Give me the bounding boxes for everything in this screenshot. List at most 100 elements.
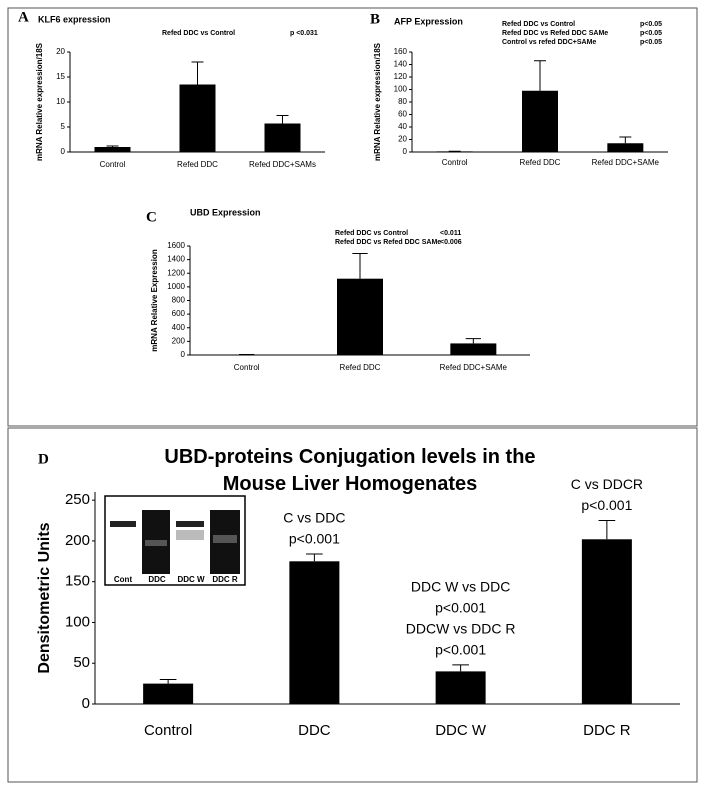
- panel-frame: [7, 427, 698, 783]
- y-tick-label: 200: [172, 336, 186, 345]
- y-tick-label: 0: [61, 147, 66, 156]
- y-tick-label: 120: [394, 72, 408, 81]
- x-tick-label: Refed DDC+SAMe: [592, 158, 660, 167]
- chart-title: UBD Expression: [190, 207, 261, 217]
- y-tick-label: 100: [65, 613, 90, 630]
- y-tick-label: 800: [172, 296, 186, 305]
- error-bar: [352, 252, 368, 279]
- bar: [581, 539, 632, 704]
- bar-annotation: p<0.001: [435, 642, 486, 658]
- error-bar: [191, 61, 204, 85]
- western-blot-inset: [104, 495, 246, 586]
- annotation: Refed DDC vs Control: [502, 21, 575, 28]
- annotation: Refed DDC vs Refed DDC SAMe: [502, 30, 608, 37]
- error-bar: [465, 338, 481, 344]
- y-tick-label: 0: [181, 350, 186, 359]
- bar: [522, 90, 558, 152]
- annotation: Control vs refed DDC+SAMe: [502, 39, 596, 46]
- bar-annotation: C vs DDCR: [571, 476, 643, 492]
- y-tick-label: 160: [394, 47, 408, 56]
- annotation: Refed DDC vs Control: [335, 230, 408, 237]
- y-tick-label: 140: [394, 60, 408, 69]
- x-tick-label: Refed DDC+SAMs: [249, 160, 316, 169]
- bar: [289, 561, 340, 704]
- x-tick-label: Control: [100, 160, 126, 169]
- bar: [264, 123, 301, 152]
- error-bar: [598, 520, 616, 540]
- y-tick-label: 200: [65, 532, 90, 549]
- y-tick-label: 10: [56, 97, 65, 106]
- y-tick-label: 400: [172, 323, 186, 332]
- x-tick-label: Refed DDC: [520, 158, 561, 167]
- x-tick-label: Control: [234, 363, 260, 372]
- y-tick-label: 150: [65, 573, 90, 590]
- inset-label: Cont: [114, 575, 133, 584]
- error-bar: [159, 679, 177, 684]
- bar-annotation: p<0.001: [435, 600, 486, 616]
- bar: [94, 147, 131, 152]
- panel-frame: [7, 7, 698, 427]
- y-axis-label: mRNA Relative expression/18S: [35, 42, 44, 161]
- y-tick-label: 50: [73, 654, 90, 671]
- error-bar: [452, 664, 469, 672]
- y-tick-label: 1200: [167, 268, 185, 277]
- y-axis-label: mRNA Relative Expression: [150, 249, 159, 352]
- annotation: p<0.05: [640, 21, 662, 28]
- x-tick-label: DDC R: [583, 722, 631, 739]
- panel-letter: B: [370, 11, 380, 27]
- annotation: <0.006: [440, 239, 462, 246]
- annotation: p <0.031: [290, 30, 318, 37]
- y-tick-label: 0: [403, 147, 408, 156]
- y-tick-label: 20: [398, 135, 407, 144]
- panel-letter: C: [146, 209, 157, 225]
- y-tick-label: 5: [61, 122, 66, 131]
- bar-annotation: p<0.001: [581, 497, 632, 513]
- annotation: p<0.05: [640, 30, 662, 37]
- y-tick-label: 1000: [167, 282, 185, 291]
- y-tick-label: 1400: [167, 255, 185, 264]
- y-tick-label: 20: [56, 47, 65, 56]
- inset-label: DDC R: [212, 575, 238, 584]
- bar: [450, 343, 497, 355]
- bar-annotation: C vs DDC: [283, 510, 345, 526]
- panel-letter: A: [18, 9, 29, 25]
- chart-title: AFP Expression: [394, 16, 463, 26]
- y-tick-label: 15: [56, 72, 65, 81]
- y-axis-label: mRNA Relative expression/18S: [373, 42, 382, 161]
- y-tick-label: 40: [398, 122, 407, 131]
- annotation: <0.011: [440, 230, 461, 237]
- error-bar: [534, 60, 546, 91]
- x-tick-label: Refed DDC: [340, 363, 381, 372]
- bar: [607, 143, 644, 152]
- y-tick-label: 600: [172, 309, 186, 318]
- y-axis-label: Densitometric Units: [36, 522, 53, 673]
- error-bar: [276, 115, 289, 124]
- y-tick-label: 1600: [167, 241, 185, 250]
- y-tick-label: 80: [398, 97, 407, 106]
- annotation: Refed DDC vs Refed DDC SAMe: [335, 239, 441, 246]
- bar-annotation: p<0.001: [289, 531, 340, 547]
- bar-annotation: DDC W vs DDC: [411, 579, 511, 595]
- y-tick-label: 60: [398, 110, 407, 119]
- annotation: Refed DDC vs Control: [162, 30, 235, 37]
- x-tick-label: DDC W: [435, 722, 487, 739]
- inset-label: DDC W: [177, 575, 205, 584]
- y-tick-label: 0: [82, 695, 90, 712]
- x-tick-label: Control: [442, 158, 468, 167]
- bar-annotation: DDCW vs DDC R: [406, 621, 516, 637]
- x-tick-label: DDC: [298, 722, 331, 739]
- chart-title: KLF6 expression: [38, 14, 111, 24]
- x-tick-label: Refed DDC: [177, 160, 218, 169]
- error-bar: [106, 145, 119, 147]
- error-bar: [306, 553, 323, 562]
- panel-letter: D: [38, 451, 49, 467]
- bar: [435, 671, 486, 704]
- chart-title: UBD-proteins Conjugation levels in the M…: [164, 446, 536, 495]
- annotation: p<0.05: [640, 39, 662, 46]
- inset-label: DDC: [148, 575, 166, 584]
- x-tick-label: Refed DDC+SAMe: [440, 363, 508, 372]
- error-bar: [619, 136, 632, 144]
- bar: [143, 683, 194, 704]
